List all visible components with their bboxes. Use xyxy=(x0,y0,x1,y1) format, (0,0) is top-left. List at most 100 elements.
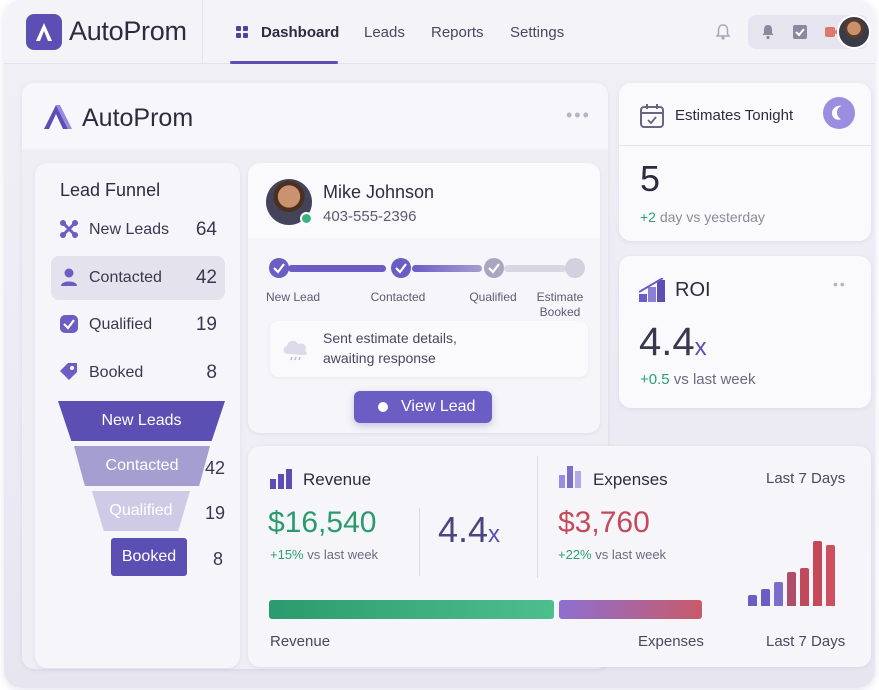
app-frame: AutoProm Dashboard Leads Reports Setting… xyxy=(4,0,875,688)
revenue-delta: +15% xyxy=(270,547,304,562)
funnel-stage-count: 42 xyxy=(205,458,226,478)
roi-value: 4.4 xyxy=(639,320,695,364)
note-line-2: awaiting response xyxy=(323,350,436,366)
funnel-row-label: New Leads xyxy=(89,221,170,238)
lead-funnel-card: Lead Funnel New Leads 64 Contacted 42 Qu… xyxy=(35,163,240,668)
person-icon xyxy=(59,267,79,287)
brand-logo-icon xyxy=(42,105,74,134)
roi-delta-row: +0.5 vs last week xyxy=(640,371,756,388)
nav-settings[interactable]: Settings xyxy=(510,24,565,41)
app-name: AutoProm xyxy=(69,16,187,46)
lead-name: Mike Johnson xyxy=(323,182,435,202)
roi-value-row: 4.4x xyxy=(639,320,707,365)
expenses-value: $3,760 xyxy=(558,506,650,539)
funnel-stage-contacted: Contacted xyxy=(74,446,210,486)
lead-card: Mike Johnson 403-555-2396 New Lead Conta… xyxy=(248,163,600,433)
calendar-icon xyxy=(639,103,665,134)
bar-period-label: Last 7 Days xyxy=(766,633,846,650)
user-avatar[interactable] xyxy=(837,15,871,49)
tag-icon xyxy=(59,362,79,382)
expenses-share-bar xyxy=(559,600,702,619)
estimates-delta-row: +2 day vs yesterday xyxy=(640,209,765,225)
nav-dashboard-label: Dashboard xyxy=(261,24,340,41)
funnel-row-contacted[interactable]: Contacted 42 xyxy=(51,256,225,300)
roi-suffix: x xyxy=(694,334,707,361)
funnel-stage-count: 8 xyxy=(213,549,224,569)
roi-card: ROI •• 4.4x +0.5 vs last week xyxy=(619,256,871,408)
estimates-title: Estimates Tonight xyxy=(675,107,794,124)
funnel-row-count: 64 xyxy=(195,219,217,240)
logo-icon xyxy=(26,14,62,50)
funnel-stage-count: 19 xyxy=(205,503,226,523)
record-dot-icon xyxy=(378,402,388,412)
nav-divider xyxy=(202,0,203,64)
ratio-suffix: x xyxy=(488,521,501,548)
more-options-icon[interactable]: ••• xyxy=(566,105,591,125)
lead-phone[interactable]: 403-555-2396 xyxy=(323,208,417,225)
step-check-icon xyxy=(484,258,504,278)
funnel-row-label: Contacted xyxy=(89,269,162,286)
bar-chart-icon xyxy=(270,469,292,494)
step-pending-icon xyxy=(565,258,585,278)
funnel-stage-qualified: Qualified xyxy=(92,491,190,531)
funnel-row-booked[interactable]: Booked 8 xyxy=(51,351,225,395)
expense-bar xyxy=(813,541,822,606)
more-options-icon[interactable]: •• xyxy=(833,276,847,292)
expenses-delta-row: +22% vs last week xyxy=(558,547,666,562)
funnel-stage-booked: Booked xyxy=(111,538,187,576)
funnel-row-label: Booked xyxy=(89,364,144,381)
expense-bar xyxy=(826,545,835,606)
expenses-bar-label: Expenses xyxy=(638,633,704,650)
step-connector xyxy=(504,265,566,272)
step-connector xyxy=(412,265,482,272)
funnel-row-count: 8 xyxy=(206,362,217,383)
view-lead-button[interactable]: View Lead xyxy=(354,391,492,423)
step-label: Estimate Booked xyxy=(536,290,584,319)
active-tab-indicator xyxy=(230,61,338,64)
revenue-share-bar xyxy=(269,600,554,619)
funnel-title: Lead Funnel xyxy=(60,180,161,200)
expense-bar xyxy=(748,595,757,606)
online-status-icon xyxy=(300,212,313,225)
funnel-row-qualified[interactable]: Qualified 19 xyxy=(51,303,225,347)
ratio-value: 4.4 xyxy=(438,509,489,550)
expense-bar xyxy=(800,568,809,606)
expenses-delta: +22% xyxy=(558,547,592,562)
roi-delta-text: vs last week xyxy=(673,371,756,388)
expense-bar xyxy=(761,589,770,606)
divider xyxy=(619,145,871,146)
step-check-icon xyxy=(269,258,289,278)
divider xyxy=(537,456,538,578)
nav-reports[interactable]: Reports xyxy=(431,24,484,41)
expenses-delta-text: vs last week xyxy=(595,547,667,562)
view-lead-label: View Lead xyxy=(401,398,476,415)
period-select[interactable]: Last 7 Days xyxy=(766,470,846,487)
nav-dashboard[interactable]: Dashboard xyxy=(230,20,340,64)
grid-icon xyxy=(236,26,249,39)
funnel-row-count: 42 xyxy=(195,267,217,288)
expense-bar xyxy=(774,582,783,606)
panel-title: AutoProm xyxy=(82,104,194,132)
revenue-value: $16,540 xyxy=(268,506,377,539)
bell-outline-icon[interactable] xyxy=(714,23,732,46)
revenue-title: Revenue xyxy=(303,470,372,489)
estimates-card: Estimates Tonight 5 +2 day vs yesterday xyxy=(619,83,871,241)
panel-header: AutoProm ••• xyxy=(22,83,608,149)
estimates-delta-text: day vs yesterday xyxy=(659,209,765,225)
roi-delta: +0.5 xyxy=(640,371,670,388)
revenue-delta-text: vs last week xyxy=(307,547,379,562)
roi-title: ROI xyxy=(675,279,711,301)
moon-icon[interactable] xyxy=(823,97,855,129)
nav-leads[interactable]: Leads xyxy=(364,24,405,41)
funnel-row-new-leads[interactable]: New Leads 64 xyxy=(51,208,225,252)
revenue-delta-row: +15% vs last week xyxy=(270,547,378,562)
estimates-delta: +2 xyxy=(640,209,656,225)
expense-bar xyxy=(787,572,796,606)
estimates-value: 5 xyxy=(640,158,661,199)
bell-icon[interactable] xyxy=(760,24,776,45)
funnel-row-label: Qualified xyxy=(89,316,153,333)
divider xyxy=(419,508,420,576)
expenses-mini-chart xyxy=(738,534,846,606)
lead-note: Sent estimate details, awaiting response xyxy=(270,321,588,377)
checkbox-icon[interactable] xyxy=(792,24,808,45)
